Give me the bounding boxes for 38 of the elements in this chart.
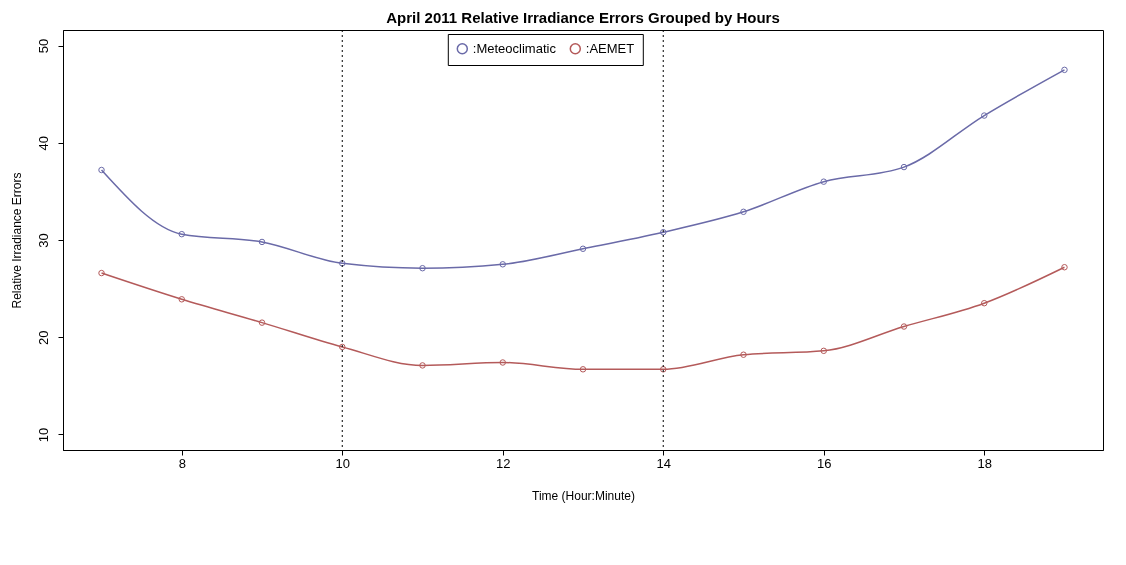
legend-label: :AEMET xyxy=(585,40,635,56)
point xyxy=(339,260,346,267)
point xyxy=(740,351,747,358)
point xyxy=(820,178,827,185)
point xyxy=(419,264,426,272)
point xyxy=(579,245,587,252)
point xyxy=(900,163,908,171)
x-axis-title: Time (Hour:Minute) xyxy=(532,488,635,503)
y-tick-label: 30 xyxy=(35,233,51,248)
legend-label: :Meteoclimatic xyxy=(472,40,557,56)
point xyxy=(740,208,747,216)
point xyxy=(981,299,988,307)
point xyxy=(660,228,667,236)
x-tick-label: 16 xyxy=(817,455,832,471)
y-tick-label: 10 xyxy=(35,427,51,443)
point xyxy=(178,296,185,303)
y-axis-title: Relative Irradiance Errors xyxy=(9,172,24,309)
chart-title: April 2011 Relative Irradiance Errors Grouped by Hours xyxy=(386,8,780,26)
point xyxy=(499,359,506,366)
point xyxy=(820,347,827,355)
y-tick-label: 40 xyxy=(35,136,51,151)
point xyxy=(258,238,266,246)
point xyxy=(499,261,506,268)
point xyxy=(178,230,185,238)
point xyxy=(900,323,908,330)
point xyxy=(579,366,587,373)
point xyxy=(339,343,346,351)
point xyxy=(660,366,667,373)
x-tick-label: 12 xyxy=(496,455,511,471)
point xyxy=(981,112,988,119)
y-tick-label: 50 xyxy=(35,38,51,54)
x-tick-label: 10 xyxy=(335,455,350,471)
point xyxy=(258,319,266,326)
x-tick-label: 8 xyxy=(178,455,186,471)
point xyxy=(419,362,426,369)
x-tick-label: 14 xyxy=(656,455,671,471)
y-tick-label: 20 xyxy=(35,330,51,345)
x-tick-label: 18 xyxy=(977,455,992,471)
